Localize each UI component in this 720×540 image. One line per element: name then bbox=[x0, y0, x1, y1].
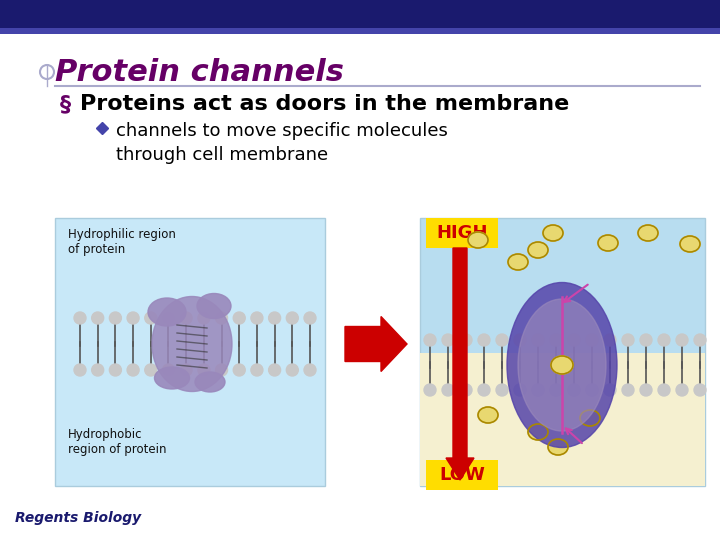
Circle shape bbox=[568, 384, 580, 396]
Circle shape bbox=[215, 364, 228, 376]
Ellipse shape bbox=[507, 282, 617, 448]
Circle shape bbox=[145, 312, 157, 324]
Text: Proteins act as doors in the membrane: Proteins act as doors in the membrane bbox=[80, 94, 570, 114]
Circle shape bbox=[442, 334, 454, 346]
Circle shape bbox=[127, 312, 139, 324]
Circle shape bbox=[568, 334, 580, 346]
Circle shape bbox=[496, 384, 508, 396]
Circle shape bbox=[287, 364, 298, 376]
Text: channels to move specific molecules
through cell membrane: channels to move specific molecules thro… bbox=[116, 122, 448, 164]
Circle shape bbox=[550, 384, 562, 396]
Circle shape bbox=[676, 384, 688, 396]
Circle shape bbox=[478, 384, 490, 396]
Circle shape bbox=[622, 334, 634, 346]
Circle shape bbox=[640, 334, 652, 346]
Circle shape bbox=[514, 384, 526, 396]
Circle shape bbox=[676, 334, 688, 346]
FancyBboxPatch shape bbox=[0, 28, 720, 34]
Text: §: § bbox=[60, 94, 71, 114]
FancyBboxPatch shape bbox=[0, 0, 720, 28]
Ellipse shape bbox=[598, 235, 618, 251]
Ellipse shape bbox=[195, 372, 225, 392]
Circle shape bbox=[251, 364, 263, 376]
Circle shape bbox=[91, 364, 104, 376]
FancyArrow shape bbox=[345, 316, 407, 372]
Circle shape bbox=[604, 384, 616, 396]
Circle shape bbox=[215, 312, 228, 324]
Ellipse shape bbox=[543, 225, 563, 241]
Circle shape bbox=[180, 312, 192, 324]
Circle shape bbox=[109, 364, 122, 376]
Text: Hydrophobic
region of protein: Hydrophobic region of protein bbox=[68, 428, 166, 456]
Ellipse shape bbox=[152, 296, 232, 392]
Text: LOW: LOW bbox=[439, 466, 485, 484]
FancyBboxPatch shape bbox=[55, 218, 325, 486]
FancyBboxPatch shape bbox=[426, 460, 498, 490]
Circle shape bbox=[304, 364, 316, 376]
Circle shape bbox=[74, 364, 86, 376]
Circle shape bbox=[424, 334, 436, 346]
Ellipse shape bbox=[468, 232, 488, 248]
Circle shape bbox=[91, 312, 104, 324]
Circle shape bbox=[269, 312, 281, 324]
Ellipse shape bbox=[528, 242, 548, 258]
Circle shape bbox=[180, 364, 192, 376]
Circle shape bbox=[163, 312, 174, 324]
Circle shape bbox=[198, 364, 210, 376]
Circle shape bbox=[586, 384, 598, 396]
FancyBboxPatch shape bbox=[426, 218, 498, 248]
Circle shape bbox=[460, 334, 472, 346]
Circle shape bbox=[658, 384, 670, 396]
Circle shape bbox=[233, 312, 246, 324]
Circle shape bbox=[496, 334, 508, 346]
Ellipse shape bbox=[638, 225, 658, 241]
Circle shape bbox=[198, 312, 210, 324]
Ellipse shape bbox=[148, 298, 186, 326]
Ellipse shape bbox=[680, 236, 700, 252]
FancyBboxPatch shape bbox=[420, 218, 705, 486]
Circle shape bbox=[233, 364, 246, 376]
Circle shape bbox=[163, 364, 174, 376]
Text: Regents Biology: Regents Biology bbox=[15, 511, 141, 525]
FancyArrow shape bbox=[446, 248, 474, 480]
Text: HIGH: HIGH bbox=[436, 224, 487, 242]
Ellipse shape bbox=[580, 410, 600, 426]
Circle shape bbox=[694, 384, 706, 396]
Circle shape bbox=[251, 312, 263, 324]
Circle shape bbox=[304, 312, 316, 324]
Circle shape bbox=[442, 384, 454, 396]
Circle shape bbox=[604, 334, 616, 346]
Circle shape bbox=[622, 384, 634, 396]
Ellipse shape bbox=[528, 424, 548, 440]
Circle shape bbox=[514, 334, 526, 346]
Circle shape bbox=[694, 334, 706, 346]
Circle shape bbox=[127, 364, 139, 376]
Circle shape bbox=[74, 312, 86, 324]
Circle shape bbox=[532, 384, 544, 396]
Circle shape bbox=[532, 334, 544, 346]
FancyBboxPatch shape bbox=[420, 353, 705, 486]
Text: Hydrophilic region
of protein: Hydrophilic region of protein bbox=[68, 228, 176, 256]
Circle shape bbox=[658, 334, 670, 346]
Circle shape bbox=[424, 384, 436, 396]
Circle shape bbox=[287, 312, 298, 324]
Ellipse shape bbox=[478, 407, 498, 423]
Ellipse shape bbox=[508, 254, 528, 270]
Circle shape bbox=[586, 334, 598, 346]
Circle shape bbox=[269, 364, 281, 376]
Ellipse shape bbox=[197, 294, 231, 319]
Ellipse shape bbox=[518, 299, 606, 431]
Ellipse shape bbox=[548, 439, 568, 455]
Ellipse shape bbox=[155, 367, 189, 389]
Circle shape bbox=[478, 334, 490, 346]
Circle shape bbox=[109, 312, 122, 324]
Text: Protein channels: Protein channels bbox=[55, 58, 344, 87]
Ellipse shape bbox=[551, 356, 573, 374]
Circle shape bbox=[640, 384, 652, 396]
Circle shape bbox=[550, 334, 562, 346]
Circle shape bbox=[460, 384, 472, 396]
Circle shape bbox=[145, 364, 157, 376]
